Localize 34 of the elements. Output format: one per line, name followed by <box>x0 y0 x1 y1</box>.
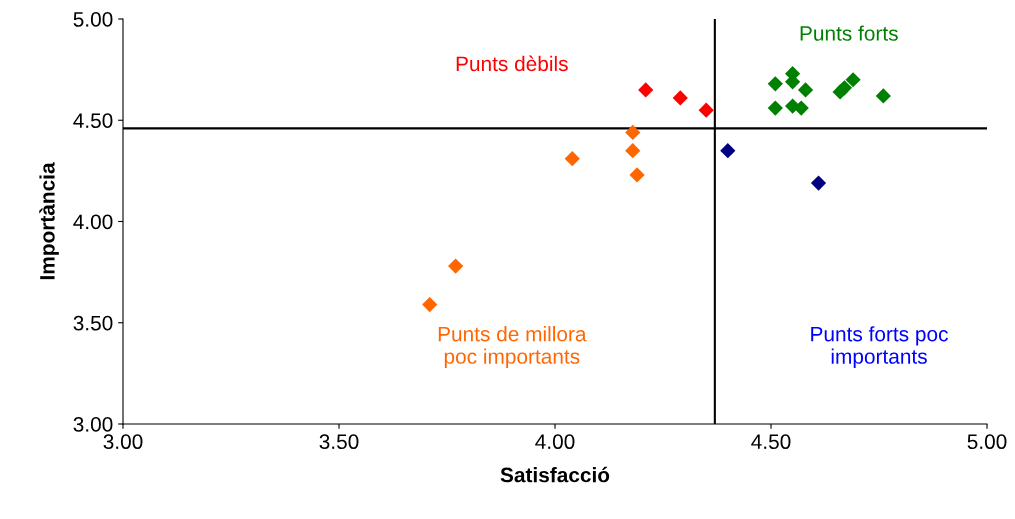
point <box>672 90 688 106</box>
annotation: Punts de millora poc importants <box>438 326 587 368</box>
point <box>564 151 580 167</box>
point <box>720 143 736 159</box>
point <box>797 82 814 98</box>
annotation: Punts forts poc importants <box>811 326 948 368</box>
point <box>698 102 714 118</box>
annotation: Punts forts <box>800 25 898 41</box>
point <box>448 258 464 274</box>
y-tick-label: 5.00 <box>73 12 113 27</box>
y-axis-title: Importància <box>39 162 59 280</box>
point <box>625 124 641 141</box>
point <box>793 100 809 116</box>
point <box>629 167 645 183</box>
x-tick-label: 4.50 <box>751 434 791 450</box>
y-tick-label: 4.50 <box>73 113 113 128</box>
point <box>767 76 783 92</box>
annotation: Punts dèbils <box>456 55 568 72</box>
x-tick-label: 3.00 <box>103 434 143 450</box>
point <box>625 143 641 159</box>
point <box>845 72 861 88</box>
point <box>422 296 438 313</box>
point <box>638 82 654 98</box>
point <box>810 175 827 191</box>
point <box>875 88 891 104</box>
y-tick-label: 4.00 <box>73 214 113 230</box>
y-tick-label: 3.00 <box>73 417 113 432</box>
point <box>836 80 853 96</box>
x-tick-label: 4.00 <box>535 434 575 450</box>
x-axis-title: Satisfacció <box>500 466 610 483</box>
x-tick-label: 3.50 <box>319 434 359 450</box>
y-tick-label: 3.50 <box>73 315 113 331</box>
x-tick-label: 5.00 <box>967 434 1007 450</box>
point <box>767 100 783 116</box>
